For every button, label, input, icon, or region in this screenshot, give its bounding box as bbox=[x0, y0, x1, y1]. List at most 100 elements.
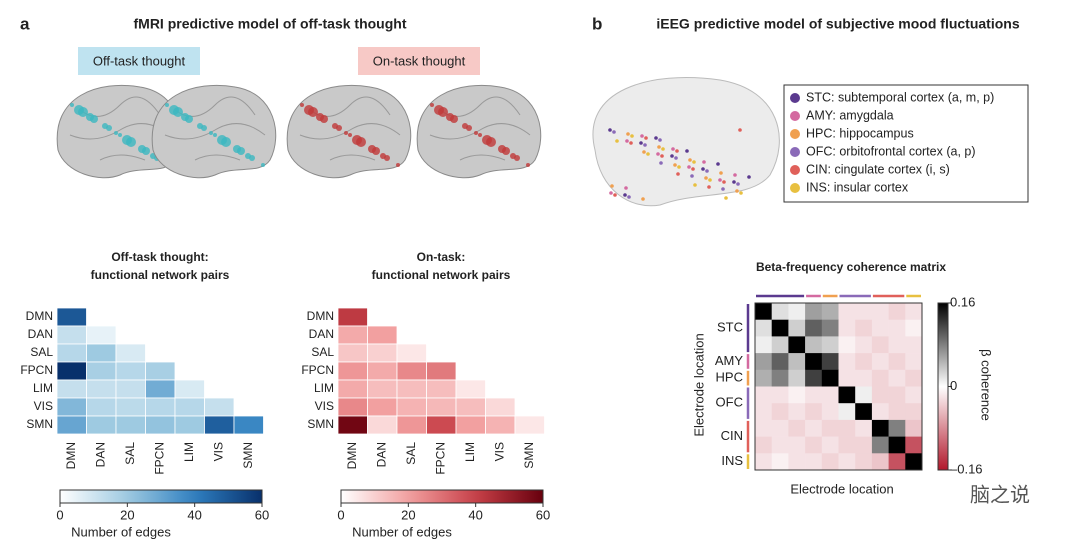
tick-label: 20 bbox=[120, 507, 134, 522]
row-label: FPCN bbox=[301, 363, 334, 377]
cell bbox=[821, 386, 839, 404]
cell bbox=[56, 361, 87, 381]
col-label: DMN bbox=[64, 442, 78, 469]
cell bbox=[855, 419, 873, 437]
cell bbox=[855, 369, 873, 387]
electrode bbox=[690, 174, 694, 178]
cell bbox=[905, 436, 923, 454]
cell bbox=[905, 403, 923, 421]
electrode bbox=[625, 139, 629, 143]
brain-node bbox=[122, 135, 132, 145]
cell bbox=[788, 419, 806, 437]
cell bbox=[855, 403, 873, 421]
electrode bbox=[719, 171, 723, 175]
row-label: VIS bbox=[315, 399, 334, 413]
x-axis-label: Electrode location bbox=[790, 481, 893, 496]
cell bbox=[905, 353, 923, 371]
row-label: DMN bbox=[26, 309, 53, 323]
cell bbox=[871, 336, 889, 354]
col-label: SAL bbox=[404, 442, 418, 465]
brain-node bbox=[118, 133, 122, 137]
col-label: VIS bbox=[492, 442, 506, 461]
brain-node bbox=[197, 123, 203, 129]
cell bbox=[871, 436, 889, 454]
cell bbox=[755, 303, 772, 320]
electrode bbox=[654, 136, 658, 140]
cell bbox=[855, 303, 873, 320]
electrode bbox=[675, 149, 679, 153]
cell bbox=[788, 369, 806, 387]
heatmap-title: functional network pairs bbox=[372, 268, 511, 282]
cell bbox=[905, 419, 923, 437]
electrode bbox=[657, 145, 661, 149]
cell bbox=[145, 361, 176, 381]
electrode bbox=[659, 161, 663, 165]
electrode bbox=[612, 130, 616, 134]
cell bbox=[838, 453, 856, 471]
cell bbox=[56, 307, 87, 327]
row-label: SAL bbox=[30, 345, 53, 359]
cell bbox=[337, 415, 368, 435]
cell bbox=[888, 453, 906, 471]
electrode bbox=[701, 167, 705, 171]
brain-node bbox=[245, 153, 251, 159]
cell bbox=[838, 369, 856, 387]
cell bbox=[755, 419, 772, 437]
cell bbox=[821, 353, 839, 371]
brain-node bbox=[181, 113, 189, 121]
cell bbox=[115, 361, 146, 381]
cell bbox=[485, 397, 516, 417]
col-label: LIM bbox=[182, 442, 196, 462]
electrode bbox=[671, 147, 675, 151]
tick-label: 0.16 bbox=[950, 294, 975, 309]
cell bbox=[821, 303, 839, 320]
cell bbox=[905, 386, 923, 404]
row-label: SAL bbox=[311, 345, 334, 359]
electrode bbox=[702, 160, 706, 164]
brain-node bbox=[344, 131, 348, 135]
brain-node bbox=[352, 135, 362, 145]
cell bbox=[426, 379, 457, 399]
electrode bbox=[732, 180, 736, 184]
cell bbox=[805, 453, 823, 471]
electrode bbox=[646, 152, 650, 156]
cell bbox=[888, 403, 906, 421]
cell bbox=[788, 403, 806, 421]
brain-node bbox=[138, 145, 146, 153]
cell bbox=[367, 361, 398, 381]
electrode bbox=[688, 158, 692, 162]
cell bbox=[888, 336, 906, 354]
brain-node bbox=[86, 113, 94, 121]
cell bbox=[56, 325, 87, 345]
cell bbox=[855, 353, 873, 371]
brain bbox=[592, 77, 780, 207]
cell bbox=[771, 319, 789, 337]
electrode bbox=[677, 165, 681, 169]
tick-label: –0.16 bbox=[950, 461, 983, 476]
cell bbox=[86, 397, 117, 417]
legend-swatch bbox=[790, 165, 800, 175]
brain-node bbox=[498, 145, 506, 153]
cell bbox=[755, 369, 772, 387]
brain-node bbox=[478, 133, 482, 137]
cell bbox=[455, 415, 486, 435]
brain-node bbox=[300, 103, 304, 107]
cell bbox=[233, 415, 264, 435]
cell bbox=[771, 303, 789, 320]
cell bbox=[755, 386, 772, 404]
electrode bbox=[735, 189, 739, 193]
cell bbox=[771, 386, 789, 404]
brain-node bbox=[482, 135, 492, 145]
cell bbox=[888, 419, 906, 437]
colorbar bbox=[340, 489, 544, 504]
brain-node bbox=[526, 163, 530, 167]
row-label: DAN bbox=[28, 327, 53, 341]
cell bbox=[788, 336, 806, 354]
cell bbox=[174, 397, 205, 417]
panel-title: iEEG predictive model of subjective mood… bbox=[656, 16, 1019, 32]
electrode bbox=[673, 163, 677, 167]
cell bbox=[115, 379, 146, 399]
cell bbox=[396, 361, 427, 381]
cell bbox=[86, 379, 117, 399]
electrode bbox=[608, 128, 612, 132]
